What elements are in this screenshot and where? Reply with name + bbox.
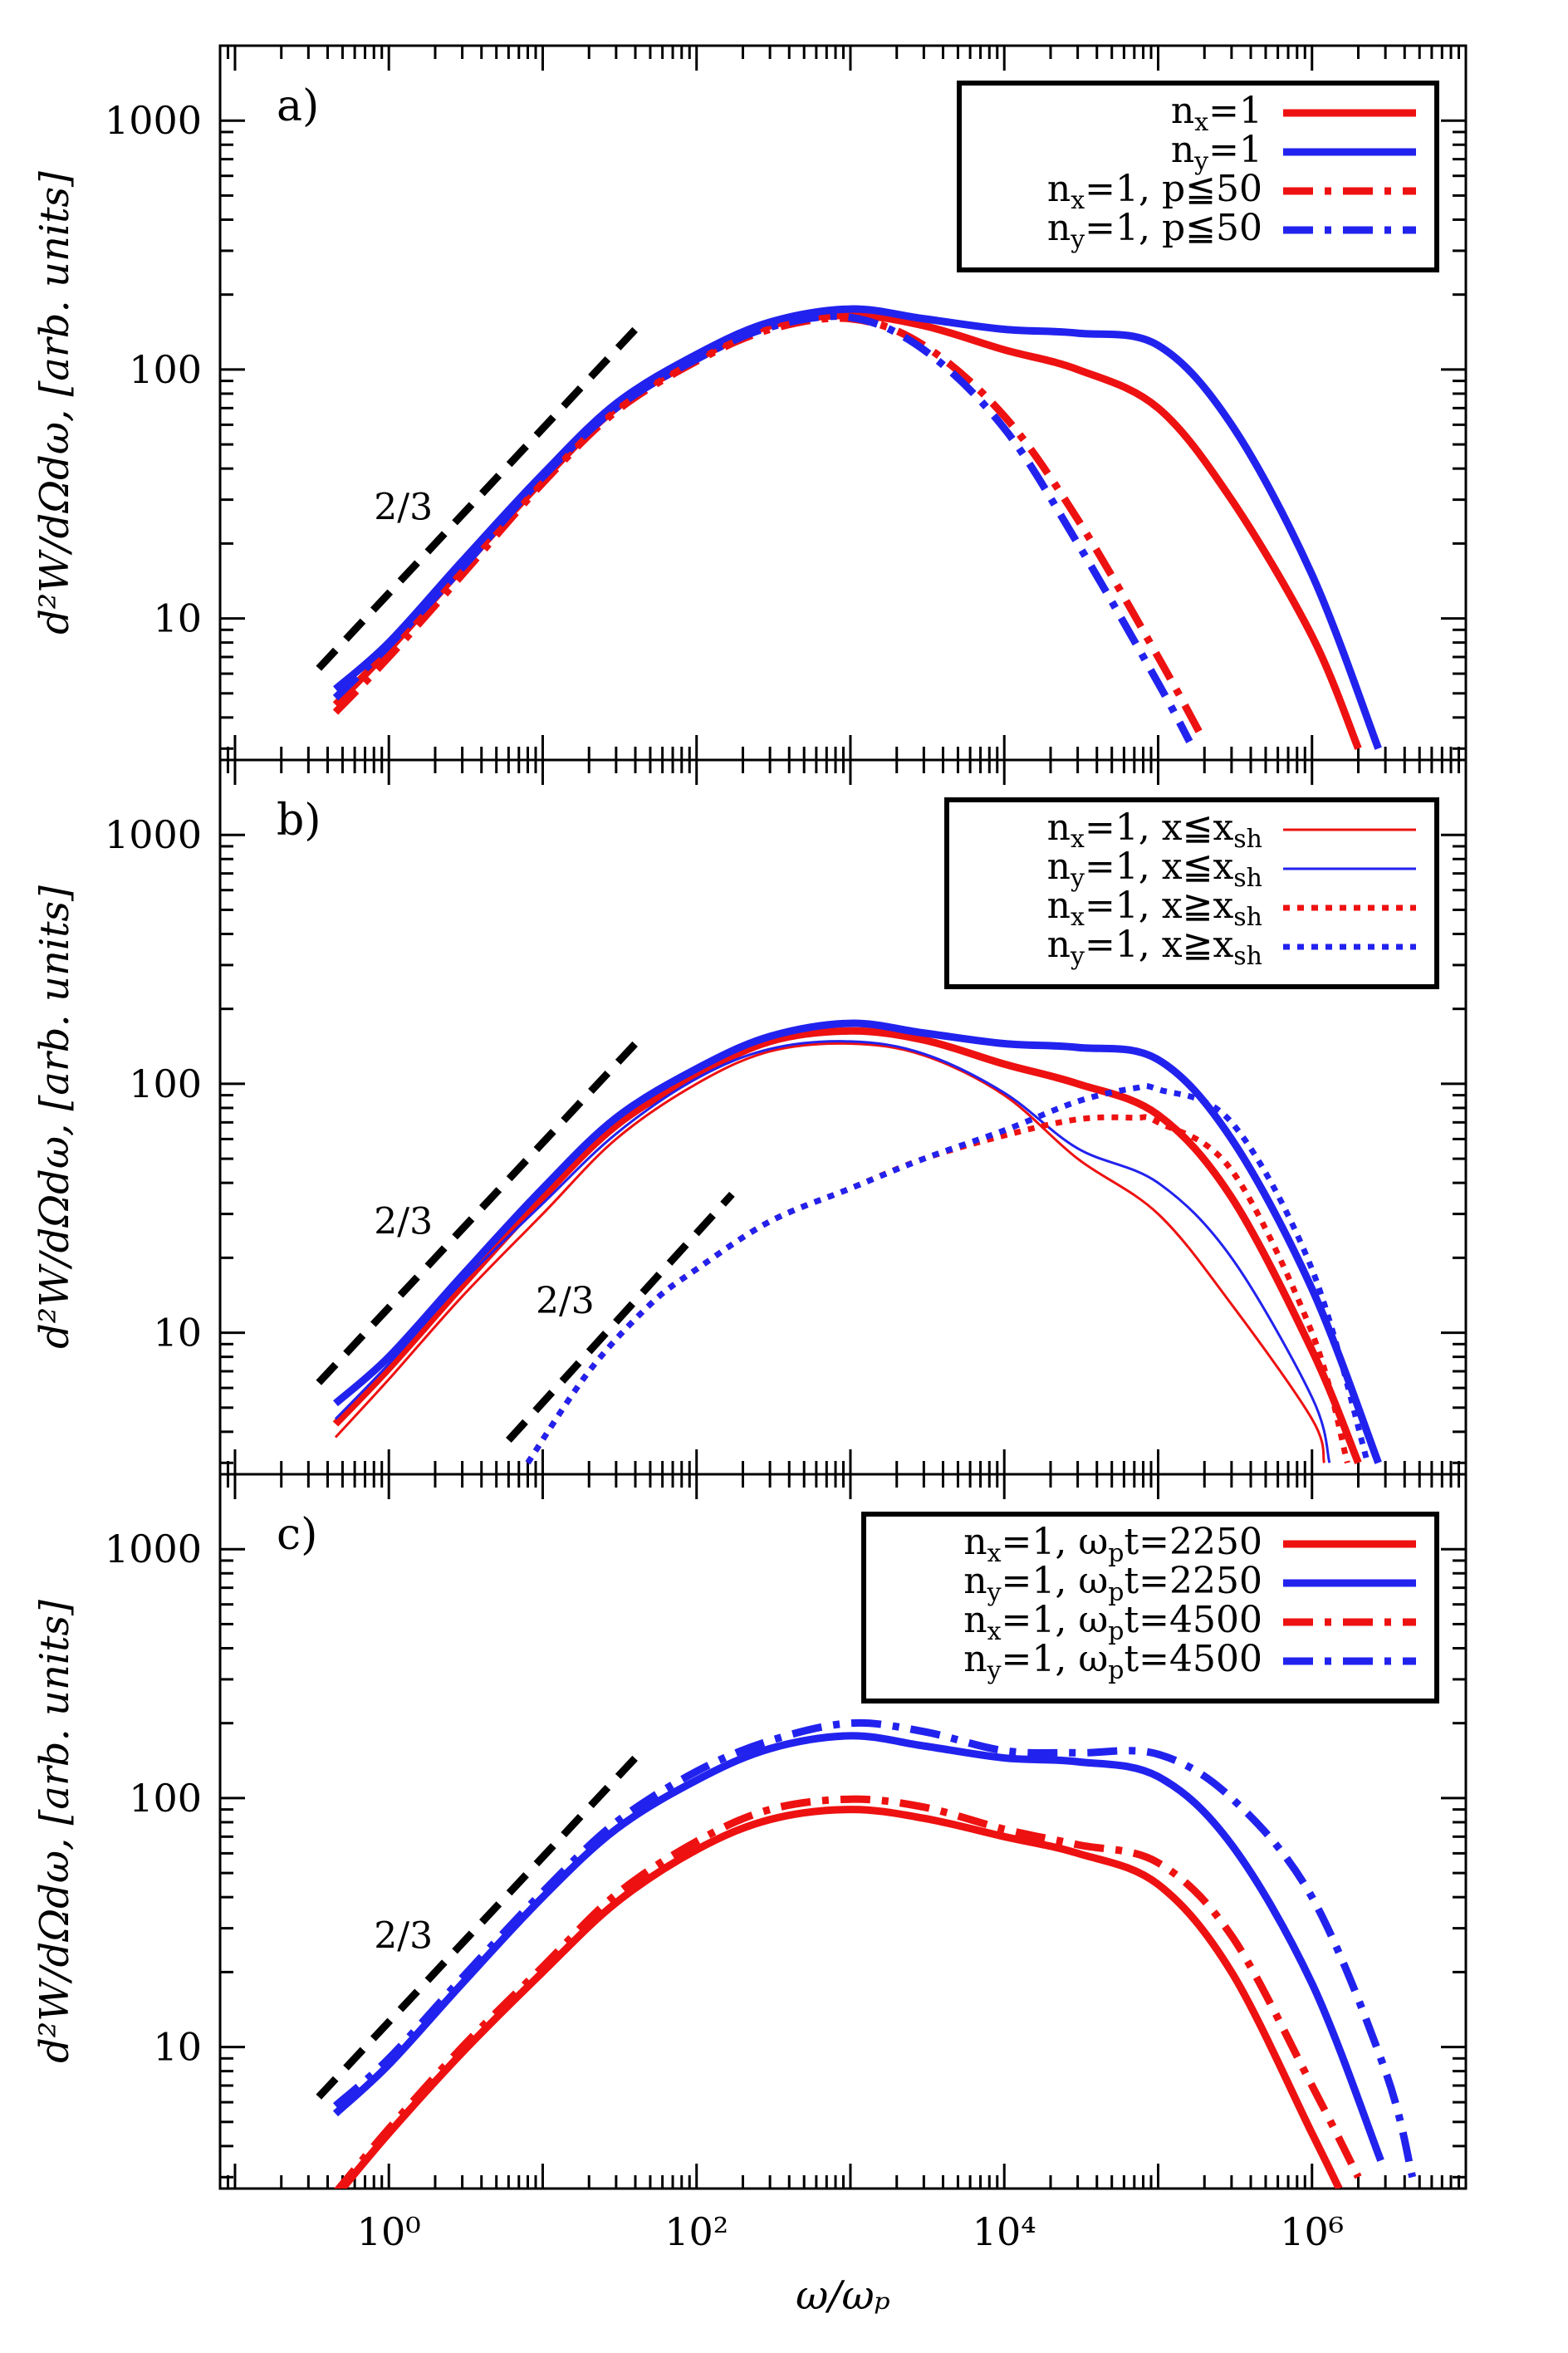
slope-reference-line (506, 1191, 735, 1444)
legend-entry: nx=1, ωpt=4500 (963, 1599, 1262, 1646)
x-tick-label: 10⁴ (973, 2209, 1036, 2254)
panel-c: 10 100 1000 10⁰ 10² 10⁴ 10⁶ d²W/dΩdω, [arb. uni… (32, 1473, 1468, 2254)
panel-a: 10 100 1000 d²W/dΩdω, [arb. units] a) 2/3 nx=1… (32, 44, 1468, 762)
series-line (334, 1042, 1325, 1463)
legend-entry: ny=1 (1171, 129, 1262, 176)
x-axis-label: ω/ωₚ (796, 2272, 890, 2319)
slope-label: 2/3 (536, 1280, 595, 1322)
slope-label: 2/3 (374, 486, 433, 528)
series-line (333, 1019, 1382, 1464)
y-tick-label: 100 (129, 1776, 202, 1821)
legend-entry: nx=1, x≧xsh (1047, 885, 1262, 932)
series-line (337, 1806, 1343, 2189)
slope-label: 2/3 (374, 1200, 433, 1243)
series-line (333, 305, 1382, 750)
y-axis-label: d²W/dΩdω, [arb. units] (32, 171, 78, 635)
legend-entry: nx=1 (1171, 90, 1262, 137)
slope-label: 2/3 (374, 1914, 433, 1957)
series-line (332, 1718, 1417, 2179)
series-line (525, 1082, 1371, 1465)
legend-entry: ny=1, x≧xsh (1047, 924, 1262, 971)
panel-b: 10 100 1000 d²W/dΩdω, [arb. units] b) 2/3 2/3 n… (32, 758, 1468, 1476)
y-tick-label: 10 (153, 596, 202, 641)
panel-label: a) (277, 81, 319, 131)
x-tick-label: 10⁶ (1280, 2209, 1344, 2254)
y-tick-label: 1000 (105, 98, 202, 143)
legend-entry: nx=1, x≦xsh (1047, 806, 1262, 854)
legend-entry: ny=1, ωpt=2250 (963, 1560, 1262, 1607)
legend-entry: ny=1, p≦50 (1047, 207, 1262, 254)
y-tick-label: 10 (153, 1311, 202, 1355)
y-axis-label: d²W/dΩdω, [arb. units] (32, 1600, 78, 2063)
x-tick-label: 10⁰ (357, 2209, 421, 2254)
legend-entry: ny=1, x≦xsh (1047, 846, 1262, 893)
x-tick-label: 10² (664, 2209, 728, 2254)
series-line (525, 1114, 1350, 1465)
series-line (332, 1732, 1384, 2162)
y-tick-label: 1000 (105, 812, 202, 857)
panel-label: b) (277, 796, 321, 846)
legend-entry: nx=1, ωpt=2250 (963, 1521, 1262, 1568)
slope-reference-line (316, 326, 639, 671)
y-tick-label: 100 (129, 1061, 202, 1106)
series-line (334, 1040, 1331, 1463)
y-tick-label: 10 (153, 2025, 202, 2070)
panel-label: c) (277, 1510, 317, 1560)
y-tick-label: 100 (129, 347, 202, 392)
legend-entry: nx=1, p≦50 (1047, 168, 1262, 215)
slope-reference-line (316, 1041, 639, 1385)
series-line (332, 314, 1208, 744)
series-line (334, 1795, 1362, 2189)
y-axis-label: d²W/dΩdω, [arb. units] (32, 885, 78, 1349)
series-line (332, 312, 1193, 744)
legend-entry: ny=1, ωpt=4500 (963, 1638, 1262, 1685)
y-tick-label: 1000 (105, 1527, 202, 1571)
